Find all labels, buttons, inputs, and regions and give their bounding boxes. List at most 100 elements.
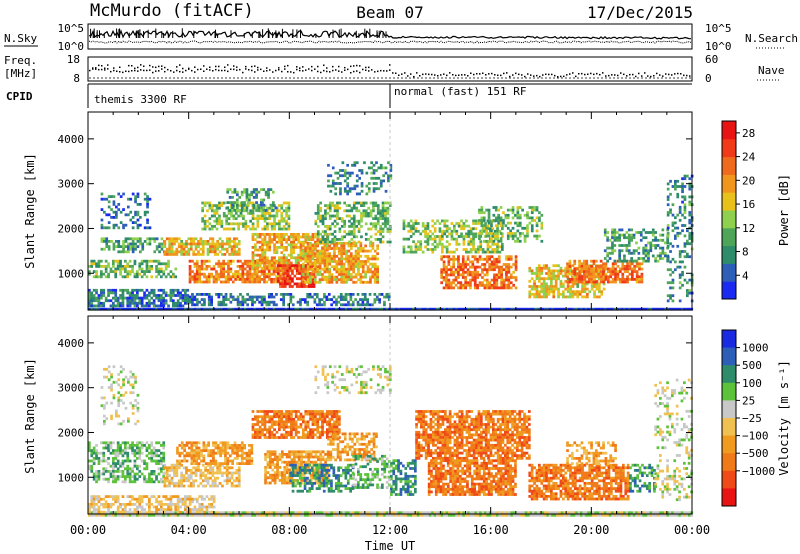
power-echo-cell — [100, 291, 103, 295]
power-echo-cell — [676, 231, 680, 235]
power-echo-cell — [564, 269, 568, 273]
power-echo-cell — [551, 307, 554, 311]
power-echo-cell — [517, 307, 521, 311]
freq-point — [446, 74, 448, 77]
power-echo-cell — [352, 206, 356, 210]
power-echo-cell — [533, 272, 536, 275]
velocity-heatmap — [88, 365, 694, 517]
power-echo-cell — [424, 232, 427, 236]
nave-point — [218, 65, 220, 68]
power-echo-cell — [349, 252, 353, 256]
power-echo-cell — [330, 257, 334, 261]
power-echo-cell — [285, 201, 288, 205]
power-echo-cell — [324, 204, 327, 207]
power-echo-cell — [342, 270, 346, 274]
power-echo-cell — [112, 195, 116, 198]
power-echo-cell — [338, 217, 342, 220]
power-echo-cell — [654, 259, 657, 263]
power-echo-cell — [352, 230, 356, 233]
power-echo-cell — [324, 225, 327, 228]
power-echo-cell — [347, 257, 351, 261]
power-echo-cell — [493, 248, 497, 251]
power-echo-cell — [215, 262, 218, 266]
power-echo-cell — [145, 307, 149, 311]
freq-point — [395, 72, 397, 74]
power-echo-cell — [270, 227, 274, 231]
power-echo-cell — [230, 212, 233, 215]
power-echo-cell — [523, 237, 527, 241]
power-echo-cell — [471, 276, 475, 279]
power-echo-cell — [88, 288, 91, 292]
power-echo-cell — [291, 279, 294, 283]
power-echo-cell — [263, 280, 266, 284]
power-echo-cell — [618, 236, 621, 240]
power-echo-cell — [177, 237, 181, 241]
power-echo-cell — [313, 270, 317, 274]
power-echo-cell — [528, 216, 532, 220]
power-echo-cell — [280, 256, 284, 260]
power-echo-cell — [181, 296, 185, 300]
power-echo-cell — [292, 240, 296, 244]
power-echo-cell — [371, 244, 375, 248]
power-echo-cell — [480, 211, 484, 215]
power-echo-cell — [480, 216, 484, 220]
power-echo-cell — [100, 294, 103, 297]
power-echo-cell — [611, 262, 615, 266]
power-echo-cell — [353, 187, 357, 191]
power-echo-cell — [505, 255, 508, 259]
power-echo-cell — [364, 249, 367, 253]
freq-point — [380, 69, 382, 72]
power-echo-cell — [182, 250, 186, 254]
power-echo-cell — [359, 241, 363, 245]
power-echo-cell — [540, 239, 544, 243]
power-echo-cell — [198, 307, 202, 311]
power-echo-cell — [337, 278, 341, 282]
power-echo-cell — [233, 188, 237, 191]
power-echo-cell — [481, 307, 485, 311]
power-echo-cell — [134, 200, 137, 204]
power-echo-cell — [666, 244, 670, 248]
power-echo-cell — [343, 171, 347, 175]
power-echo-cell — [243, 280, 247, 284]
power-echo-cell — [173, 237, 176, 241]
power-echo-cell — [162, 291, 166, 295]
power-echo-cell — [354, 241, 358, 245]
power-echo-cell — [361, 293, 365, 296]
power-echo-cell — [409, 248, 413, 251]
power-echo-cell — [448, 307, 451, 311]
power-echo-cell — [255, 190, 258, 194]
power-echo-cell — [505, 257, 508, 261]
power-echo-cell — [263, 272, 266, 276]
power-echo-cell — [88, 299, 91, 303]
power-echo-cell — [540, 269, 544, 273]
power-echo-cell — [438, 222, 442, 225]
power-echo-cell — [366, 267, 370, 271]
power-echo-cell — [587, 267, 591, 271]
power-echo-cell — [507, 268, 511, 272]
power-echo-cell — [331, 240, 334, 244]
power-echo-cell — [230, 247, 234, 251]
power-echo-cell — [260, 300, 264, 304]
power-echo-cell — [273, 238, 276, 241]
power-echo-cell — [584, 307, 588, 311]
velocity-echo-cell — [95, 511, 98, 515]
power-echo-cell — [261, 261, 264, 265]
freq-point — [419, 75, 421, 77]
power-echo-cell — [206, 240, 210, 243]
power-echo-cell — [683, 174, 687, 178]
power-echo-cell — [282, 248, 286, 252]
power-echo-cell — [251, 253, 255, 257]
power-echo-cell — [490, 224, 493, 228]
power-echo-cell — [538, 234, 541, 238]
power-echo-cell — [309, 247, 312, 250]
power-echo-cell — [311, 253, 315, 257]
power-echo-cell — [336, 204, 339, 207]
power-echo-cell — [199, 253, 203, 256]
power-echo-cell — [339, 295, 343, 299]
power-echo-cell — [367, 189, 371, 193]
power-echo-cell — [300, 285, 304, 288]
power-echo-cell — [229, 259, 233, 263]
power-echo-cell — [462, 224, 466, 228]
power-echo-cell — [138, 265, 142, 268]
